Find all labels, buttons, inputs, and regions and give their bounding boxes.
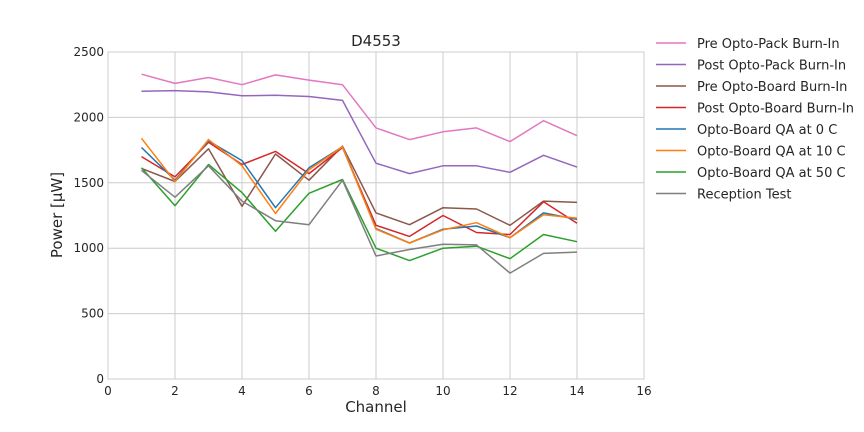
- x-axis-label: Channel: [345, 398, 407, 416]
- x-tick-label: 8: [372, 384, 380, 398]
- legend-label: Post Opto-Board Burn-In: [697, 102, 854, 117]
- y-tick-label: 1500: [73, 176, 104, 190]
- series-line-5: [140, 140, 578, 244]
- series-line-8: [141, 165, 578, 274]
- x-tick-label: 10: [435, 384, 450, 398]
- plot-area: [107, 51, 645, 380]
- series-line-6: [140, 137, 578, 244]
- x-tick-label: 12: [502, 384, 517, 398]
- legend: Pre Opto-Pack Burn-In Post Opto-Pack Burn…: [656, 37, 854, 203]
- x-tick-label: 14: [569, 384, 584, 398]
- series-lines: [140, 73, 578, 274]
- legend-label: Pre Opto-Pack Burn-In: [697, 37, 840, 52]
- legend-label: Post Opto-Pack Burn-In: [697, 59, 846, 74]
- y-tick-label: 500: [81, 307, 104, 321]
- legend-label: Opto-Board QA at 10 C: [697, 145, 846, 160]
- legend-label: Reception Test: [697, 188, 791, 203]
- y-axis-ticks: 0 500 1000 1500 2000 2500: [73, 45, 104, 386]
- series-line-7: [140, 163, 578, 262]
- x-tick-label: 4: [238, 384, 246, 398]
- x-axis-ticks: 0 2 4 6 8 10 12 14 16: [104, 384, 651, 398]
- x-tick-label: 0: [104, 384, 112, 398]
- chart-title: D4553: [351, 32, 401, 50]
- y-tick-label: 2500: [73, 45, 104, 59]
- y-tick-label: 0: [96, 372, 104, 386]
- series-line-2: [141, 89, 578, 175]
- y-tick-label: 2000: [73, 110, 104, 124]
- x-tick-label: 2: [171, 384, 179, 398]
- series-line-3: [141, 145, 578, 227]
- y-tick-label: 1000: [73, 241, 104, 255]
- x-tick-label: 6: [305, 384, 313, 398]
- legend-label: Pre Opto-Board Burn-In: [697, 80, 847, 95]
- legend-label: Opto-Board QA at 0 C: [697, 123, 837, 138]
- x-tick-label: 16: [636, 384, 651, 398]
- legend-label: Opto-Board QA at 50 C: [697, 166, 846, 181]
- series-line-1: [141, 73, 578, 143]
- y-axis-label: Power [μW]: [48, 172, 66, 258]
